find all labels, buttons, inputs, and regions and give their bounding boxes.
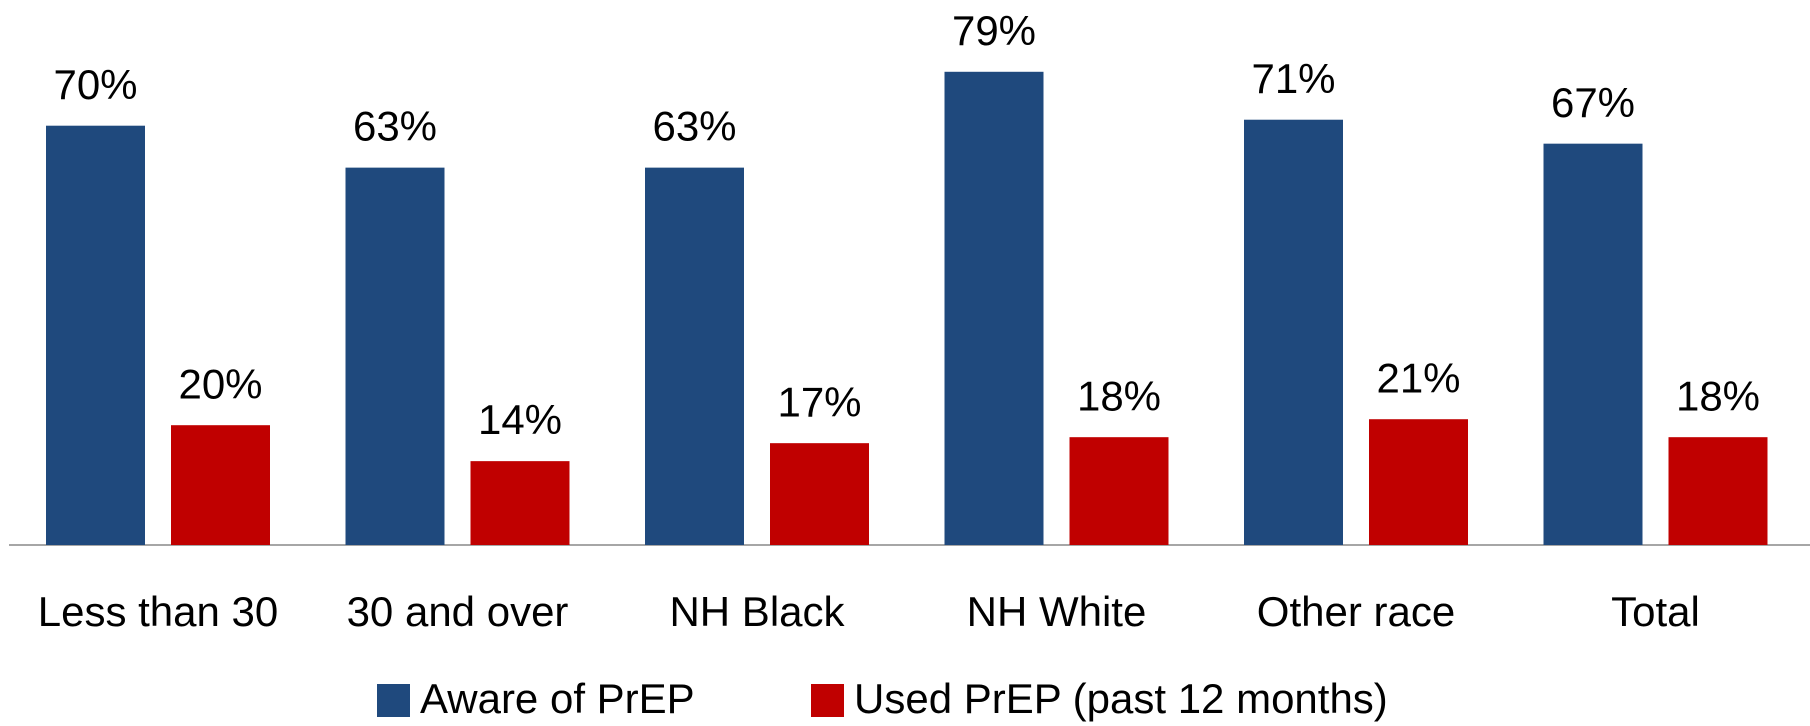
x-tick-label: 30 and over [347, 588, 569, 635]
data-label: 63% [353, 103, 437, 150]
bar [470, 461, 570, 545]
data-label: 14% [478, 396, 562, 443]
legend-swatch [377, 684, 410, 717]
data-label: 20% [178, 360, 262, 407]
bar [345, 167, 445, 545]
legend-swatch [811, 684, 844, 717]
bar [1369, 419, 1468, 545]
x-tick-label: Other race [1257, 588, 1455, 635]
data-label: 70% [53, 61, 137, 108]
x-tick-label: NH White [967, 588, 1147, 635]
data-label: 63% [652, 103, 736, 150]
bar [770, 443, 869, 545]
data-label: 21% [1376, 354, 1460, 401]
bar [171, 425, 270, 545]
bar [645, 167, 744, 545]
data-label: 17% [777, 378, 861, 425]
legend-label: Aware of PrEP [420, 675, 695, 722]
data-label: 18% [1676, 372, 1760, 419]
data-label: 71% [1251, 55, 1335, 102]
bar [1543, 143, 1643, 546]
x-tick-label: Less than 30 [38, 588, 279, 635]
bar [1244, 119, 1343, 546]
data-label: 67% [1551, 79, 1635, 126]
x-tick-label: NH Black [669, 588, 845, 635]
legend-label: Used PrEP (past 12 months) [854, 675, 1388, 722]
bar [944, 71, 1044, 545]
x-tick-label: Total [1611, 588, 1700, 635]
data-label: 18% [1077, 372, 1161, 419]
data-label: 79% [952, 7, 1036, 54]
bar [1668, 437, 1768, 545]
bar [46, 125, 145, 545]
bar [1069, 437, 1169, 545]
